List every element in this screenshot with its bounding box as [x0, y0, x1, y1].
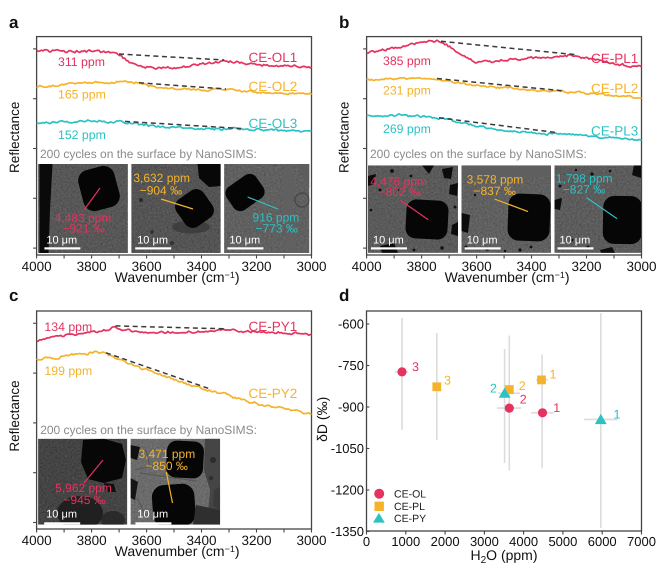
svg-text:2000: 2000: [431, 534, 460, 549]
svg-text:269 ppm: 269 ppm: [383, 122, 431, 136]
svg-text:3000: 3000: [296, 259, 326, 274]
svg-text:3800: 3800: [77, 259, 107, 274]
svg-text:1000: 1000: [391, 534, 420, 549]
svg-text:200 cycles on the surface by N: 200 cycles on the surface by NanoSIMS:: [40, 423, 257, 437]
svg-text:231 ppm: 231 ppm: [383, 84, 431, 98]
svg-text:Wavenumber (cm−1): Wavenumber (cm−1): [115, 269, 240, 285]
svg-text:1: 1: [614, 408, 621, 422]
svg-text:4000: 4000: [22, 533, 52, 548]
svg-text:−921 ‰: −921 ‰: [62, 222, 104, 236]
svg-text:6000: 6000: [588, 534, 617, 549]
svg-text:−773 ‰: −773 ‰: [256, 222, 298, 236]
svg-text:10 μm: 10 μm: [467, 234, 498, 246]
svg-text:−827 ‰: −827 ‰: [563, 183, 605, 197]
svg-text:δD (‰): δD (‰): [314, 397, 330, 442]
svg-text:−945 ‰: −945 ‰: [63, 493, 105, 507]
svg-text:CE-PL: CE-PL: [394, 501, 425, 513]
svg-text:CE-PL1: CE-PL1: [591, 51, 638, 66]
svg-text:3400: 3400: [186, 533, 216, 548]
svg-text:10 μm: 10 μm: [46, 234, 77, 246]
svg-text:10 μm: 10 μm: [46, 509, 77, 521]
svg-text:2: 2: [490, 382, 497, 396]
svg-text:-600: -600: [338, 317, 364, 332]
svg-text:5,962 ppm: 5,962 ppm: [55, 481, 112, 495]
svg-text:10 μm: 10 μm: [229, 234, 260, 246]
svg-text:-750: -750: [338, 358, 364, 373]
svg-text:-900: -900: [338, 400, 364, 415]
svg-text:−837 ‰: −837 ‰: [474, 184, 516, 198]
svg-text:2: 2: [519, 379, 526, 393]
svg-text:3,632 ppm: 3,632 ppm: [133, 171, 190, 185]
svg-text:199 ppm: 199 ppm: [44, 364, 92, 378]
svg-text:200 cycles on the surface by N: 200 cycles on the surface by NanoSIMS:: [40, 147, 257, 161]
svg-text:CE-PL3: CE-PL3: [591, 124, 638, 139]
svg-text:3600: 3600: [132, 259, 162, 274]
svg-text:10 μm: 10 μm: [373, 234, 404, 246]
svg-text:H2O (ppm): H2O (ppm): [470, 547, 537, 566]
svg-text:1: 1: [553, 401, 560, 415]
svg-text:3000: 3000: [626, 259, 656, 274]
svg-text:CE-OL3: CE-OL3: [249, 116, 298, 131]
svg-text:CE-PL2: CE-PL2: [591, 81, 638, 96]
svg-text:0: 0: [363, 534, 370, 549]
svg-text:-1350: -1350: [331, 524, 364, 539]
svg-text:−904 ‰: −904 ‰: [140, 184, 182, 198]
svg-text:4000: 4000: [509, 534, 538, 549]
svg-text:a: a: [9, 13, 19, 32]
svg-text:Wavenumber (cm−1): Wavenumber (cm−1): [115, 543, 240, 559]
svg-text:CE-OL: CE-OL: [394, 488, 426, 500]
svg-text:3600: 3600: [462, 259, 492, 274]
svg-text:165 ppm: 165 ppm: [58, 88, 106, 102]
svg-text:7000: 7000: [627, 534, 656, 549]
svg-text:5000: 5000: [548, 534, 577, 549]
svg-text:−802 ‰: −802 ‰: [379, 185, 421, 199]
svg-text:200 cycles on the surface by N: 200 cycles on the surface by NanoSIMS:: [370, 147, 587, 161]
svg-text:385 ppm: 385 ppm: [383, 54, 431, 68]
svg-text:152 ppm: 152 ppm: [58, 128, 106, 142]
svg-text:3200: 3200: [241, 533, 271, 548]
svg-text:10 μm: 10 μm: [560, 234, 591, 246]
svg-text:3000: 3000: [296, 533, 326, 548]
svg-text:3,578 ppm: 3,578 ppm: [467, 173, 524, 187]
svg-text:Wavenumber (cm−1): Wavenumber (cm−1): [445, 269, 570, 285]
svg-text:3200: 3200: [571, 259, 601, 274]
svg-text:1,798 ppm: 1,798 ppm: [556, 171, 613, 185]
svg-text:10 μm: 10 μm: [137, 509, 168, 521]
svg-text:3: 3: [412, 360, 419, 374]
svg-text:3: 3: [444, 374, 451, 388]
svg-text:3800: 3800: [77, 533, 107, 548]
svg-text:b: b: [339, 13, 349, 32]
svg-text:-1200: -1200: [331, 483, 364, 498]
svg-text:3200: 3200: [241, 259, 271, 274]
svg-text:4,476 ppm: 4,476 ppm: [370, 174, 427, 188]
svg-text:3400: 3400: [186, 259, 216, 274]
svg-text:134 ppm: 134 ppm: [44, 320, 92, 334]
svg-text:Reflectance: Reflectance: [7, 102, 22, 173]
svg-text:3,471 ppm: 3,471 ppm: [139, 447, 196, 461]
svg-text:c: c: [9, 286, 18, 305]
svg-text:3800: 3800: [407, 259, 437, 274]
svg-text:4000: 4000: [22, 259, 52, 274]
svg-text:10 μm: 10 μm: [137, 234, 168, 246]
svg-text:4000: 4000: [352, 259, 382, 274]
svg-text:4,483 ppm: 4,483 ppm: [55, 211, 112, 225]
svg-text:Reflectance: Reflectance: [7, 380, 22, 451]
svg-text:CE-PY: CE-PY: [394, 513, 426, 525]
svg-text:CE-OL1: CE-OL1: [249, 50, 298, 65]
svg-text:3400: 3400: [516, 259, 546, 274]
svg-text:−850 ‰: −850 ‰: [146, 459, 188, 473]
svg-text:2: 2: [520, 393, 527, 407]
svg-text:-1050: -1050: [331, 441, 364, 456]
svg-text:CE-PY2: CE-PY2: [249, 386, 298, 401]
svg-text:d: d: [339, 286, 349, 305]
svg-text:3000: 3000: [470, 534, 499, 549]
svg-text:916 ppm: 916 ppm: [253, 211, 300, 225]
svg-text:1: 1: [550, 368, 557, 382]
svg-text:Reflectance: Reflectance: [337, 102, 352, 173]
svg-text:CE-OL2: CE-OL2: [249, 79, 298, 94]
svg-text:CE-PY1: CE-PY1: [249, 319, 298, 334]
svg-text:311 ppm: 311 ppm: [58, 55, 105, 69]
svg-text:3600: 3600: [132, 533, 162, 548]
